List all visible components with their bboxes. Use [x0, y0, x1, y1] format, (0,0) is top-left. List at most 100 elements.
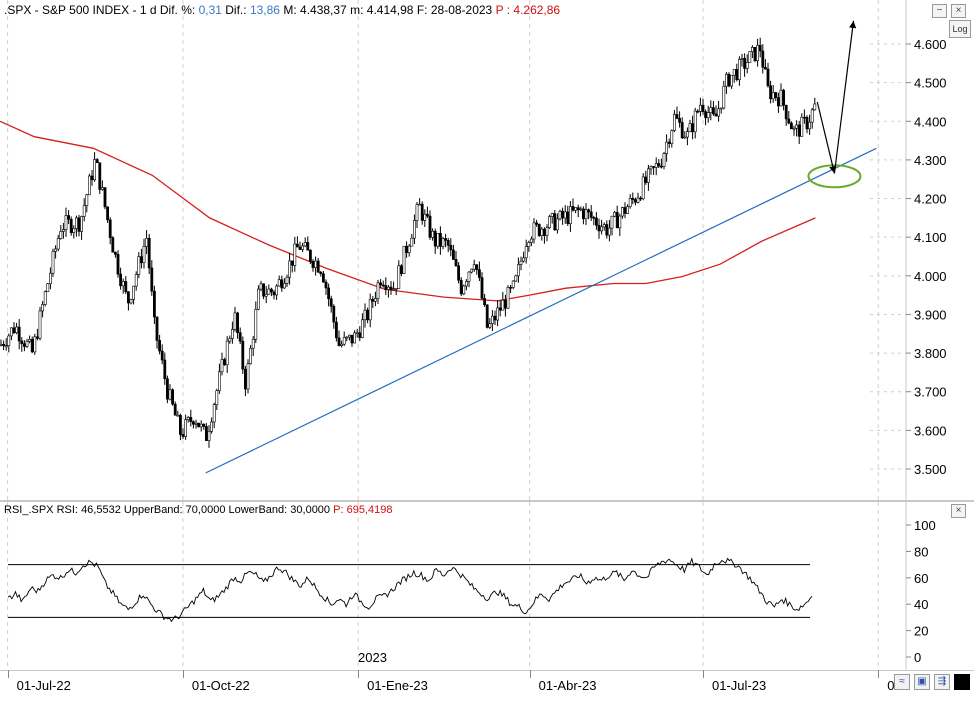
candle-body	[724, 73, 728, 87]
y-tick-label-9: 4.400	[914, 114, 947, 129]
candle-body	[35, 336, 39, 339]
candle-body	[810, 109, 814, 123]
candle-body	[412, 220, 416, 239]
price-chart-panel[interactable]: 3.500 3.600 3.700 3.800 3.900 4.000 4.100 4.200…	[0, 0, 974, 500]
candle-body	[223, 359, 227, 366]
candle-body	[145, 238, 149, 247]
candle-body	[680, 122, 684, 139]
candle-body	[51, 251, 55, 274]
candle-body	[797, 124, 801, 137]
candle-body	[659, 165, 663, 168]
candle-body	[4, 345, 8, 347]
candle-body	[717, 108, 721, 117]
x-tick-label-4: 01-Jul-23	[712, 678, 767, 693]
candle-body	[158, 340, 162, 352]
rsi-panel[interactable]: 0 20 40 60 80 100 RSI_.SPX RSI: 46,5532 Upper…	[0, 502, 974, 670]
candle-body	[329, 298, 333, 307]
wave-tool-icon[interactable]: ≈	[894, 674, 910, 690]
price-chart[interactable]: 3.500 3.600 3.700 3.800 3.900 4.000 4.100 4.200…	[0, 0, 974, 500]
color-swatch-icon[interactable]	[954, 674, 970, 690]
rsi-header-lower-label: LowerBand:	[228, 504, 288, 516]
x-tick-mark-5	[878, 670, 880, 678]
candle-body	[774, 92, 778, 98]
candle-body	[607, 227, 611, 236]
candle-body	[293, 243, 297, 266]
candle-body	[176, 414, 180, 417]
candle-body	[140, 256, 143, 264]
candle-body	[363, 309, 367, 321]
rsi-chart[interactable]: 0 20 40 60 80 100	[0, 502, 974, 670]
rsi-y-tick-label-4: 80	[914, 544, 928, 559]
candle-body	[355, 332, 359, 335]
candle-body	[454, 259, 458, 267]
candle-body	[800, 116, 804, 137]
candle-body	[85, 194, 89, 206]
candle-body	[792, 127, 796, 130]
candle-body	[88, 175, 91, 196]
candle-body	[316, 260, 320, 273]
candle-body	[59, 231, 63, 239]
candle-body	[334, 321, 338, 339]
rsi-y-tick-label-5: 100	[914, 518, 936, 533]
header-m-label: M:	[283, 3, 297, 17]
candle-body	[347, 334, 351, 338]
candle-body	[241, 340, 245, 370]
candle-body	[462, 285, 466, 295]
candle-body	[766, 68, 770, 87]
candle-body	[103, 187, 107, 208]
candle-body	[407, 245, 411, 253]
save-chart-icon[interactable]: ▣	[914, 674, 930, 690]
candle-body	[238, 332, 242, 342]
candle-body	[194, 422, 198, 425]
candle-body	[311, 260, 315, 268]
candle-body	[696, 110, 700, 113]
candle-body	[192, 421, 195, 425]
candle-body	[584, 209, 588, 220]
candle-body	[446, 240, 450, 246]
candle-body	[485, 304, 489, 328]
candle-body	[529, 238, 533, 243]
header-p-label: P :	[495, 3, 511, 17]
candle-body	[704, 111, 708, 119]
rsi-close-button[interactable]: ×	[951, 504, 966, 518]
pin-icon[interactable]: ⇶	[934, 674, 950, 690]
candle-body	[737, 59, 741, 80]
candle-body	[581, 208, 585, 220]
candle-body	[548, 216, 552, 229]
candle-body	[483, 298, 487, 306]
close-button[interactable]: ×	[951, 4, 966, 18]
candle-body	[436, 233, 440, 247]
candle-body	[376, 282, 380, 299]
candle-body	[212, 404, 216, 423]
candle-body	[184, 419, 188, 437]
candle-body	[358, 332, 362, 338]
header-f-value: 28-08-2023	[430, 3, 493, 17]
candle-body	[745, 62, 749, 69]
panel-separator[interactable]	[0, 500, 974, 502]
candle-body	[337, 337, 341, 346]
candle-body	[127, 291, 130, 304]
candle-body	[205, 426, 208, 441]
candle-body	[472, 264, 476, 270]
candle-body	[758, 44, 762, 52]
candle-body	[41, 304, 45, 312]
candle-body	[610, 215, 614, 229]
candle-body	[415, 204, 419, 221]
log-scale-button[interactable]: Log	[949, 20, 971, 38]
candle-body	[153, 290, 156, 318]
candle-body	[251, 338, 255, 349]
x-tick-label-1: 01-Oct-22	[191, 678, 250, 693]
minimize-button[interactable]: −	[932, 4, 947, 18]
candle-body	[399, 265, 403, 274]
candle-body	[28, 339, 32, 342]
y-tick-label-2: 3.700	[914, 385, 947, 400]
candle-body	[555, 218, 559, 231]
candle-body	[506, 287, 510, 309]
candle-body	[163, 359, 167, 380]
candle-body	[54, 248, 58, 252]
candle-body	[444, 238, 448, 241]
candle-body	[561, 210, 565, 219]
candle-body	[106, 206, 110, 221]
candle-body	[46, 283, 50, 292]
candle-body	[218, 371, 221, 391]
